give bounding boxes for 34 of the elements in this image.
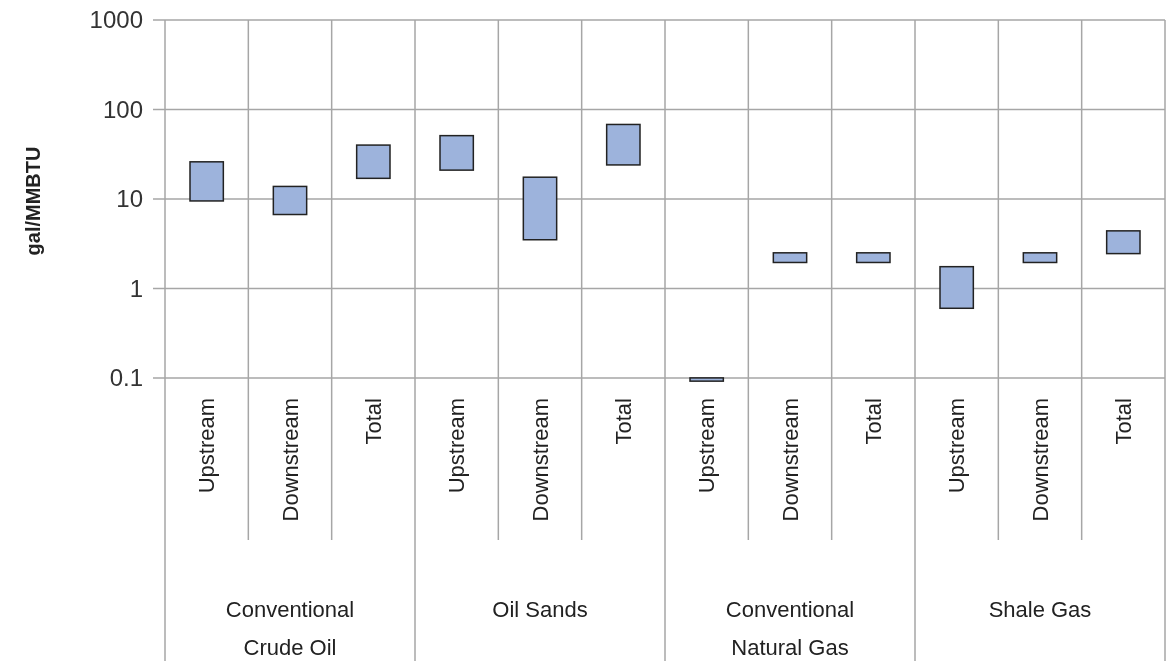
x-tick-label: Total [1111,398,1137,445]
bar [855,252,891,264]
bar [605,123,641,166]
text: Conventional Crude Oil [225,597,355,660]
text: Oil Sands [492,597,588,622]
x-tick-label: Downstream [527,398,553,522]
y-tick-label: 0.1 [109,364,143,392]
x-tick-label: Downstream [277,398,303,522]
y-tick-label: 10 [116,185,143,213]
bar [1105,230,1141,255]
y-axis-title: gal/MMBTU [22,146,44,256]
y-tick-label: 1000 [89,6,143,34]
y-tick-label: 1 [129,274,143,302]
bar [939,265,975,310]
text: Shale Gas [988,597,1092,622]
x-tick-label: Total [611,398,637,445]
y-tick-label: 100 [102,95,143,123]
bar [272,185,308,216]
bar [689,377,725,382]
text: Conventional Natural Gas [725,597,855,660]
bar [772,252,808,264]
x-tick-label: Upstream [944,398,970,494]
x-tick-label: Downstream [1027,398,1053,522]
x-tick-label: Downstream [777,398,803,522]
x-tick-label: Total [361,398,387,445]
x-tick-label: Upstream [694,398,720,494]
bar [1022,252,1058,264]
bar [189,161,225,202]
x-tick-label: Upstream [194,398,220,494]
x-tick-label: Total [861,398,887,445]
x-tick-label: Upstream [444,398,470,494]
bar [522,176,558,241]
bar [439,134,475,171]
bar [355,144,391,180]
